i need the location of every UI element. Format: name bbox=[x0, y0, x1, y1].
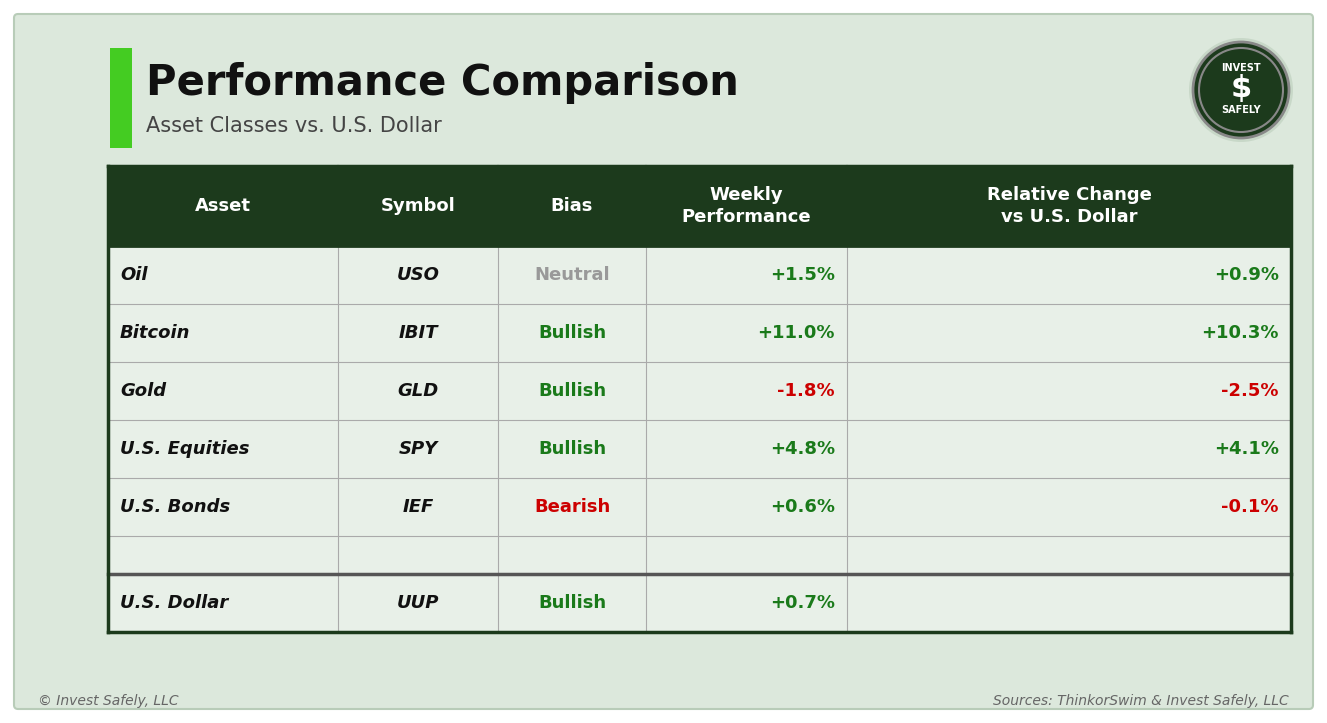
Text: Bullish: Bullish bbox=[537, 440, 606, 458]
Text: SPY: SPY bbox=[398, 440, 438, 458]
Circle shape bbox=[1193, 42, 1289, 138]
Bar bbox=[107, 536, 1291, 574]
Bar bbox=[107, 420, 1291, 478]
Bar bbox=[107, 304, 1291, 362]
Text: IEF: IEF bbox=[402, 498, 434, 516]
Text: Weekly
Performance: Weekly Performance bbox=[682, 186, 811, 226]
Text: IBIT: IBIT bbox=[398, 324, 438, 342]
Text: INVEST: INVEST bbox=[1221, 63, 1261, 73]
Text: Relative Change
vs U.S. Dollar: Relative Change vs U.S. Dollar bbox=[986, 186, 1152, 226]
Text: SAFELY: SAFELY bbox=[1221, 105, 1261, 115]
Text: +4.8%: +4.8% bbox=[770, 440, 835, 458]
Text: +11.0%: +11.0% bbox=[758, 324, 835, 342]
Bar bbox=[107, 246, 1291, 304]
FancyBboxPatch shape bbox=[15, 14, 1312, 709]
Bar bbox=[107, 478, 1291, 536]
Text: Asset: Asset bbox=[195, 197, 251, 215]
Circle shape bbox=[1189, 38, 1292, 142]
Text: -0.1%: -0.1% bbox=[1221, 498, 1279, 516]
Text: $: $ bbox=[1230, 74, 1251, 103]
Text: +4.1%: +4.1% bbox=[1214, 440, 1279, 458]
Text: Oil: Oil bbox=[119, 266, 147, 284]
Bar bbox=[107, 166, 1291, 246]
Text: GLD: GLD bbox=[397, 382, 439, 400]
Text: Bitcoin: Bitcoin bbox=[119, 324, 191, 342]
Text: Bias: Bias bbox=[551, 197, 593, 215]
Text: Gold: Gold bbox=[119, 382, 166, 400]
Text: U.S. Dollar: U.S. Dollar bbox=[119, 594, 228, 612]
Text: © Invest Safely, LLC: © Invest Safely, LLC bbox=[38, 694, 179, 708]
Text: +1.5%: +1.5% bbox=[770, 266, 835, 284]
Text: +0.7%: +0.7% bbox=[770, 594, 835, 612]
Bar bbox=[110, 48, 131, 148]
Text: -1.8%: -1.8% bbox=[778, 382, 835, 400]
Bar bbox=[107, 574, 1291, 632]
Text: Symbol: Symbol bbox=[381, 197, 455, 215]
Text: Bearish: Bearish bbox=[533, 498, 610, 516]
Text: +0.6%: +0.6% bbox=[770, 498, 835, 516]
Text: +0.9%: +0.9% bbox=[1214, 266, 1279, 284]
Text: Bullish: Bullish bbox=[537, 594, 606, 612]
Text: -2.5%: -2.5% bbox=[1221, 382, 1279, 400]
Text: U.S. Equities: U.S. Equities bbox=[119, 440, 249, 458]
Text: Bullish: Bullish bbox=[537, 324, 606, 342]
Text: Bullish: Bullish bbox=[537, 382, 606, 400]
Text: Neutral: Neutral bbox=[535, 266, 610, 284]
Bar bbox=[107, 362, 1291, 420]
Text: U.S. Bonds: U.S. Bonds bbox=[119, 498, 231, 516]
Text: +10.3%: +10.3% bbox=[1201, 324, 1279, 342]
Text: Sources: ThinkorSwim & Invest Safely, LLC: Sources: ThinkorSwim & Invest Safely, LL… bbox=[993, 694, 1289, 708]
Text: Asset Classes vs. U.S. Dollar: Asset Classes vs. U.S. Dollar bbox=[146, 116, 442, 136]
Text: USO: USO bbox=[397, 266, 439, 284]
Text: UUP: UUP bbox=[397, 594, 439, 612]
Text: Performance Comparison: Performance Comparison bbox=[146, 62, 739, 104]
